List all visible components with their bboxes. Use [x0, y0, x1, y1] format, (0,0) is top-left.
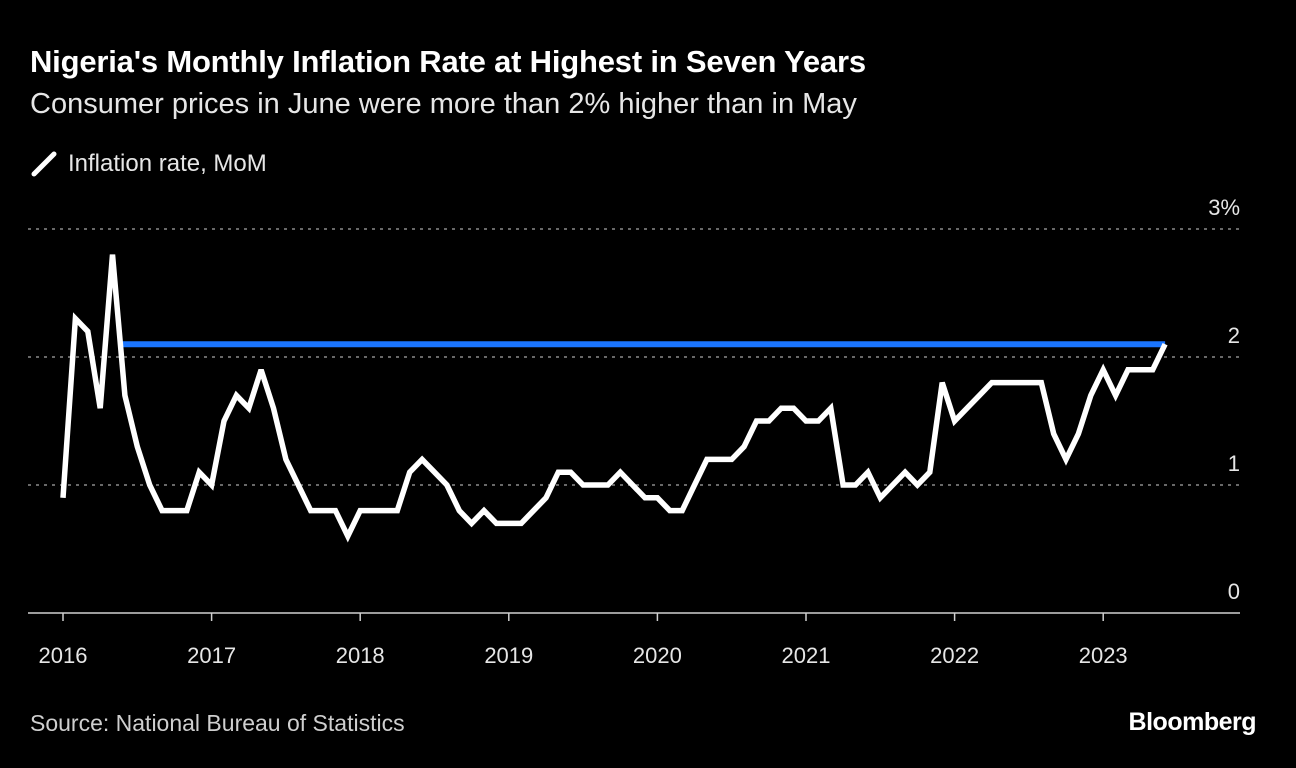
y-tick-label: 0: [1228, 579, 1240, 604]
x-tick-label: 2021: [782, 643, 831, 668]
x-tick-label: 2022: [930, 643, 979, 668]
x-tick-label: 2019: [484, 643, 533, 668]
y-tick-label: 1: [1228, 451, 1240, 476]
x-tick-label: 2018: [336, 643, 385, 668]
x-tick-label: 2017: [187, 643, 236, 668]
x-tick-label: 2016: [39, 643, 88, 668]
bloomberg-logo: Bloomberg: [1128, 708, 1257, 736]
legend: Inflation rate, MoM: [30, 150, 267, 178]
legend-label: Inflation rate, MoM: [68, 150, 267, 177]
series-line-inflation: [60, 254, 1168, 543]
x-tick-label: 2020: [633, 643, 682, 668]
chart-title: Nigeria's Monthly Inflation Rate at High…: [30, 44, 866, 79]
source-note: Source: National Bureau of Statistics: [30, 710, 405, 736]
y-tick-label: 2: [1228, 323, 1240, 348]
x-tick-label: 2023: [1079, 643, 1128, 668]
y-tick-label: 3%: [1208, 195, 1240, 220]
line-swatch-icon: [31, 151, 57, 177]
chart-subtitle: Consumer prices in June were more than 2…: [30, 88, 857, 120]
